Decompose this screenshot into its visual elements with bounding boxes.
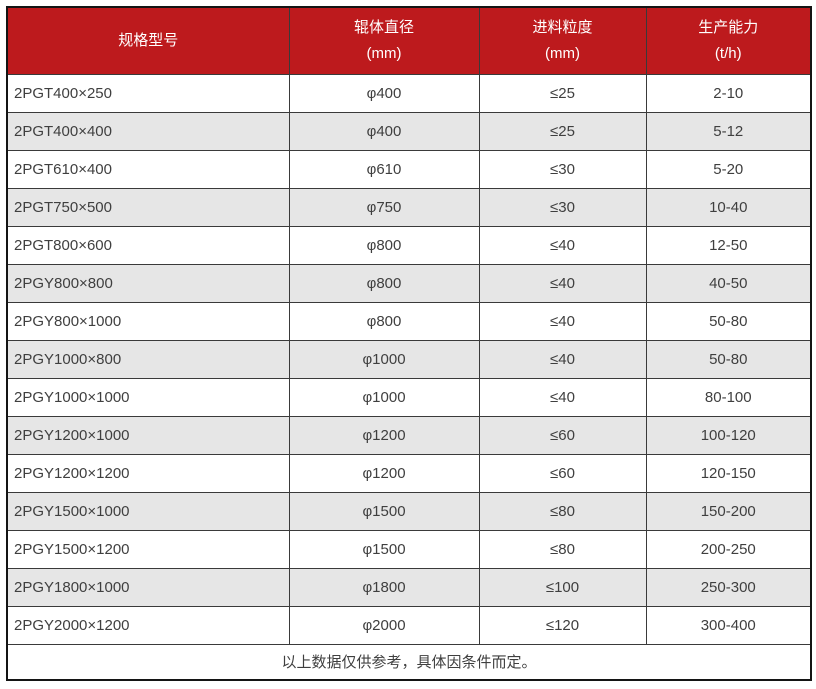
table-row: 2PGY1200×1000 φ1200 ≤60 100-120 [6, 415, 812, 455]
header-row: 规格型号 辊体直径 (mm) 进料粒度 (mm) 生产能力 (t/h) [6, 6, 812, 75]
cell-feed-size: ≤40 [478, 263, 647, 303]
table-row: 2PGT610×400 φ610 ≤30 5-20 [6, 149, 812, 189]
cell-capacity: 50-80 [645, 301, 812, 341]
header-label: 规格型号 [118, 31, 179, 49]
header-cell-roller-diameter: 辊体直径 (mm) [288, 6, 480, 75]
table-row: 2PGT400×400 φ400 ≤25 5-12 [6, 111, 812, 151]
cell-roller-diameter: φ2000 [288, 605, 480, 645]
cell-roller-diameter: φ1800 [288, 567, 480, 607]
header-cell-feed-size: 进料粒度 (mm) [478, 6, 647, 75]
cell-roller-diameter: φ400 [288, 111, 480, 151]
cell-feed-size: ≤40 [478, 377, 647, 417]
cell-capacity: 100-120 [645, 415, 812, 455]
table-row: 2PGY800×1000 φ800 ≤40 50-80 [6, 301, 812, 341]
spec-table-foot: 以上数据仅供参考，具体因条件而定。 [6, 643, 812, 681]
cell-model: 2PGT800×600 [6, 225, 290, 265]
cell-model: 2PGY2000×1200 [6, 605, 290, 645]
cell-capacity: 50-80 [645, 339, 812, 379]
cell-feed-size: ≤100 [478, 567, 647, 607]
footer-note: 以上数据仅供参考，具体因条件而定。 [6, 643, 812, 681]
cell-roller-diameter: φ400 [288, 73, 480, 113]
table-row: 2PGY1200×1200 φ1200 ≤60 120-150 [6, 453, 812, 493]
header-unit: (mm) [545, 44, 580, 62]
cell-feed-size: ≤30 [478, 187, 647, 227]
cell-capacity: 200-250 [645, 529, 812, 569]
cell-model: 2PGT400×250 [6, 73, 290, 113]
cell-roller-diameter: φ1200 [288, 453, 480, 493]
cell-feed-size: ≤120 [478, 605, 647, 645]
cell-feed-size: ≤40 [478, 301, 647, 341]
cell-roller-diameter: φ1500 [288, 491, 480, 531]
cell-feed-size: ≤80 [478, 491, 647, 531]
cell-capacity: 150-200 [645, 491, 812, 531]
table-row: 2PGT400×250 φ400 ≤25 2-10 [6, 73, 812, 113]
cell-roller-diameter: φ1500 [288, 529, 480, 569]
table-row: 2PGY2000×1200 φ2000 ≤120 300-400 [6, 605, 812, 645]
header-label: 进料粒度 [532, 18, 593, 36]
cell-model: 2PGT610×400 [6, 149, 290, 189]
table-row: 2PGY800×800 φ800 ≤40 40-50 [6, 263, 812, 303]
cell-capacity: 120-150 [645, 453, 812, 493]
cell-feed-size: ≤25 [478, 73, 647, 113]
table-row: 2PGT800×600 φ800 ≤40 12-50 [6, 225, 812, 265]
cell-model: 2PGY1000×800 [6, 339, 290, 379]
spec-table-body: 2PGT400×250 φ400 ≤25 2-10 2PGT400×400 φ400 ≤25… [6, 73, 812, 645]
cell-capacity: 250-300 [645, 567, 812, 607]
cell-roller-diameter: φ750 [288, 187, 480, 227]
cell-model: 2PGY800×1000 [6, 301, 290, 341]
cell-feed-size: ≤40 [478, 225, 647, 265]
cell-feed-size: ≤60 [478, 453, 647, 493]
cell-model: 2PGY800×800 [6, 263, 290, 303]
header-label: 生产能力 [698, 18, 759, 36]
cell-feed-size: ≤60 [478, 415, 647, 455]
cell-model: 2PGT400×400 [6, 111, 290, 151]
cell-capacity: 2-10 [645, 73, 812, 113]
header-unit: (t/h) [714, 44, 742, 62]
spec-table-head: 规格型号 辊体直径 (mm) 进料粒度 (mm) 生产能力 (t/h) [6, 6, 812, 75]
cell-model: 2PGY1500×1000 [6, 491, 290, 531]
table-row: 2PGY1500×1000 φ1500 ≤80 150-200 [6, 491, 812, 531]
header-unit: (mm) [366, 44, 402, 62]
table-row: 2PGY1000×800 φ1000 ≤40 50-80 [6, 339, 812, 379]
cell-capacity: 80-100 [645, 377, 812, 417]
cell-capacity: 5-12 [645, 111, 812, 151]
footer-row: 以上数据仅供参考，具体因条件而定。 [6, 643, 812, 681]
cell-feed-size: ≤80 [478, 529, 647, 569]
header-cell-capacity: 生产能力 (t/h) [645, 6, 812, 75]
table-row: 2PGT750×500 φ750 ≤30 10-40 [6, 187, 812, 227]
cell-model: 2PGY1200×1000 [6, 415, 290, 455]
cell-roller-diameter: φ610 [288, 149, 480, 189]
cell-roller-diameter: φ800 [288, 225, 480, 265]
cell-roller-diameter: φ800 [288, 301, 480, 341]
table-row: 2PGY1500×1200 φ1500 ≤80 200-250 [6, 529, 812, 569]
cell-feed-size: ≤40 [478, 339, 647, 379]
header-label: 辊体直径 [353, 18, 414, 36]
cell-model: 2PGY1000×1000 [6, 377, 290, 417]
cell-model: 2PGT750×500 [6, 187, 290, 227]
cell-feed-size: ≤25 [478, 111, 647, 151]
table-row: 2PGY1000×1000 φ1000 ≤40 80-100 [6, 377, 812, 417]
cell-roller-diameter: φ800 [288, 263, 480, 303]
cell-capacity: 300-400 [645, 605, 812, 645]
cell-capacity: 40-50 [645, 263, 812, 303]
spec-table: 规格型号 辊体直径 (mm) 进料粒度 (mm) 生产能力 (t/h) 2PGT400×25… [6, 6, 812, 681]
header-cell-model: 规格型号 [6, 6, 290, 75]
cell-model: 2PGY1800×1000 [6, 567, 290, 607]
cell-roller-diameter: φ1200 [288, 415, 480, 455]
cell-roller-diameter: φ1000 [288, 339, 480, 379]
cell-feed-size: ≤30 [478, 149, 647, 189]
cell-capacity: 5-20 [645, 149, 812, 189]
table-row: 2PGY1800×1000 φ1800 ≤100 250-300 [6, 567, 812, 607]
cell-roller-diameter: φ1000 [288, 377, 480, 417]
cell-model: 2PGY1200×1200 [6, 453, 290, 493]
cell-model: 2PGY1500×1200 [6, 529, 290, 569]
cell-capacity: 12-50 [645, 225, 812, 265]
cell-capacity: 10-40 [645, 187, 812, 227]
